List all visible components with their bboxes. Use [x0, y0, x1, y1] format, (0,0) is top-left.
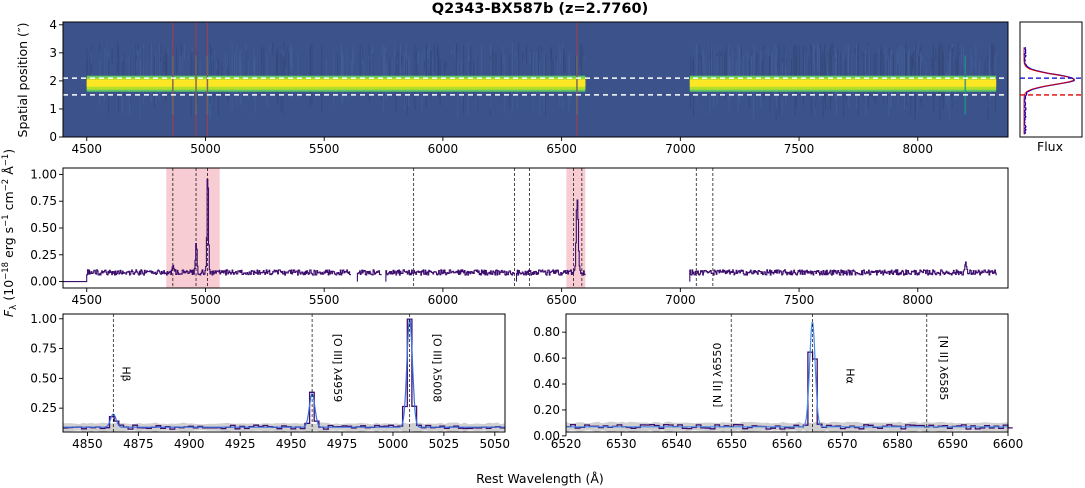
zoom-xtick-label: 6580 [882, 437, 913, 451]
zoom-ytick-label: 0.40 [533, 377, 560, 391]
image-frame [62, 21, 1009, 138]
zoom-xtick-label: 6560 [772, 437, 803, 451]
image-xtick-label: 5000 [190, 142, 221, 156]
zoom-xtick-label: 6570 [827, 437, 858, 451]
spectrum-xtick-label: 4500 [71, 293, 102, 307]
zoom-xtick-label: 4875 [123, 437, 154, 451]
spectrum-xtick-label: 7500 [784, 293, 815, 307]
hbeta-oiii-zoom-panel: Hβ [O III] λ4959 [O III] λ5008 4850 4875 4900… [30, 312, 510, 451]
y-axis-label-flux: Fλ(10−18 erg s−1 cm−2 Å−1) [1, 149, 19, 317]
zoom-xtick-label: 5000 [378, 437, 409, 451]
zoom-model [566, 322, 1008, 428]
image-xtick-label: 4500 [71, 142, 102, 156]
zoom-xtick-label: 4925 [225, 437, 256, 451]
halpha-nii-zoom-panel: [N II] λ6550 Hα [N II] λ6585 6520 6530 6540 65… [533, 313, 1024, 451]
spectrum-ytick-label: 0.75 [30, 194, 57, 208]
zoom-xtick-label: 6600 [993, 437, 1024, 451]
zoom-model [63, 318, 505, 428]
spectrum-ytick-label: 0.00 [30, 275, 57, 289]
image-xtick-label: 6000 [428, 142, 459, 156]
zoom-ytick-label: 0.50 [30, 371, 57, 385]
line-window-shade [166, 168, 220, 288]
profile-model [1023, 47, 1075, 135]
spectrum-ytick-label: 0.25 [30, 248, 57, 262]
spectrum-1d-panel: 4500 5000 5500 6000 6500 7000 7500 8000 0.00 0.25… [30, 167, 1009, 307]
zoom-line-label: [N II] λ6585 [937, 336, 950, 401]
image-xtick-label: 7500 [784, 142, 815, 156]
trace-core [689, 79, 997, 87]
spectrum-segment [515, 199, 586, 282]
figure-title: Q2343-BX587b (z=2.7760) [432, 1, 648, 17]
spectrum-xtick-label: 5000 [190, 293, 221, 307]
zoom-xtick-label: 6590 [937, 437, 968, 451]
zoom-xtick-label: 5025 [429, 437, 460, 451]
image-ytick-label: 1 [49, 102, 57, 116]
spectrum-segment [63, 178, 351, 283]
spectrum-xtick-label: 6000 [428, 293, 459, 307]
spectrum-xtick-label: 5500 [309, 293, 340, 307]
zoom-xtick-label: 4850 [72, 437, 103, 451]
zoom-ytick-label: 1.00 [30, 312, 57, 326]
y-axis-label-spatial: Spatial position (″) [15, 23, 30, 138]
zoom-xtick-label: 4900 [174, 437, 205, 451]
image-xtick-label: 8000 [903, 142, 934, 156]
zoom-line-label: [O III] λ4959 [331, 334, 344, 402]
image-xtick-label: 6500 [546, 142, 577, 156]
profile-frame [1019, 21, 1083, 138]
zoom-ytick-label: 0.60 [533, 351, 560, 365]
spectrum-ytick-label: 0.50 [30, 221, 57, 235]
spectrum-segment [356, 269, 382, 282]
image-ytick-label: 0 [49, 130, 57, 144]
image-ytick-label: 2 [49, 74, 57, 88]
x-axis-label: Rest Wavelength (Å) [476, 471, 604, 486]
zoom-frame [62, 313, 506, 433]
zoom-line-label: [O III] λ5008 [431, 334, 444, 402]
spectrum-segment [385, 269, 515, 282]
zoom-xtick-label: 6530 [606, 437, 637, 451]
zoom-line-label: Hβ [119, 366, 132, 381]
zoom-ytick-label: 0.20 [533, 403, 560, 417]
spectrum-xtick-label: 7000 [665, 293, 696, 307]
profile-curve [1023, 47, 1075, 135]
image-xtick-label: 5500 [309, 142, 340, 156]
zoom-ytick-label: 0.75 [30, 342, 57, 356]
spectrum-segment [689, 261, 997, 282]
zoom-xtick-label: 4975 [327, 437, 358, 451]
image-ytick-label: 4 [49, 18, 57, 32]
spatial-profile-panel [1019, 21, 1083, 138]
spectrum-2d-panel: 4500 5000 5500 6000 6500 7000 7500 8000 0 1 2 3 4 [49, 18, 1009, 156]
spectrum-xtick-label: 8000 [903, 293, 934, 307]
spectrum-ytick-label: 1.00 [30, 167, 57, 181]
image-ytick-label: 3 [49, 46, 57, 60]
image-xtick-label: 7000 [665, 142, 696, 156]
zoom-xtick-label: 6540 [661, 437, 692, 451]
trace-core [86, 79, 586, 87]
zoom-line-label: [N II] λ6550 [711, 343, 724, 408]
zoom-ytick-label: 0.80 [533, 325, 560, 339]
flux-axis-label: Flux [1037, 139, 1063, 154]
zoom-xtick-label: 4950 [276, 437, 307, 451]
zoom-ytick-label: 0.00 [533, 429, 560, 443]
zoom-xtick-label: 5050 [480, 437, 511, 451]
zoom-ytick-label: 0.25 [30, 401, 57, 415]
zoom-line-label: Hα [843, 368, 856, 384]
zoom-xtick-label: 6550 [716, 437, 747, 451]
spectrum-xtick-label: 6500 [546, 293, 577, 307]
zoom-xtick-label: 6520 [551, 437, 582, 451]
